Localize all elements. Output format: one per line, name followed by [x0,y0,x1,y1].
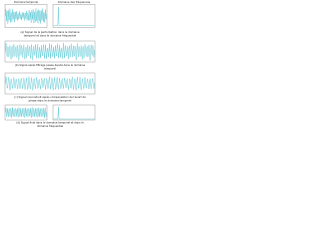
waveform [53,6,95,26]
figure: Domaine temporel Domaine des fréquences … [4,0,96,128]
caption: temporel [44,67,56,71]
caption: (b) Signal après filtrage passe-bande da… [15,63,86,67]
waveform [5,8,47,24]
panel-title: Domaine temporel [14,0,38,4]
plot-frame [52,104,96,121]
caption: (d) Signal final dans le domaine tempore… [16,121,84,125]
panel-title: Domaine des fréquences [58,0,91,4]
caption: domaine fréquentiel [37,124,64,128]
waveform [5,107,47,119]
waveform [5,76,95,91]
caption: temporel et dans le domaine fréquentiel [24,34,77,38]
caption: (a) Signal de la perturbation dans le do… [20,30,79,34]
waveform [53,106,95,120]
plot-frame [52,4,96,28]
caption: (c) Signal reconstruit après compensatio… [14,95,86,99]
waveform [5,42,95,61]
page: {"panels": { "a": {"left_title": "Domain… [0,0,100,129]
caption: phase dans le domaine temporel [29,99,72,103]
